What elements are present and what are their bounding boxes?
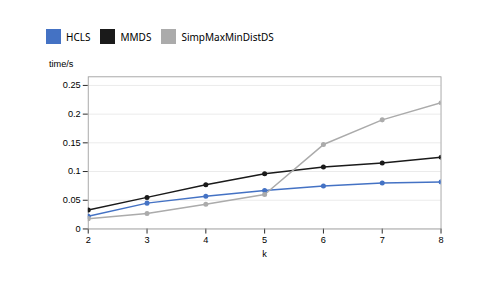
svg-text:4: 4 (203, 235, 208, 245)
svg-text:2: 2 (86, 235, 91, 245)
svg-text:0: 0 (76, 224, 81, 234)
svg-text:0.05: 0.05 (63, 195, 81, 205)
svg-text:time/s: time/s (49, 59, 74, 69)
html-text:HCLS: HCLS (66, 29, 91, 44)
svg-text:0.25: 0.25 (63, 80, 81, 90)
svg-text:0.1: 0.1 (68, 166, 81, 176)
svg-text:8: 8 (438, 235, 443, 245)
svg-text:0.15: 0.15 (63, 138, 81, 148)
html-text:SimpMaxMinDistDS: SimpMaxMinDistDS (181, 29, 274, 44)
svg-text:0.2: 0.2 (68, 109, 81, 119)
svg-text:5: 5 (262, 235, 267, 245)
svg-text:3: 3 (144, 235, 149, 245)
svg-text:k: k (262, 249, 267, 259)
svg-text:7: 7 (380, 235, 385, 245)
svg-text:6: 6 (321, 235, 326, 245)
html-text:MMDS: MMDS (120, 29, 152, 44)
